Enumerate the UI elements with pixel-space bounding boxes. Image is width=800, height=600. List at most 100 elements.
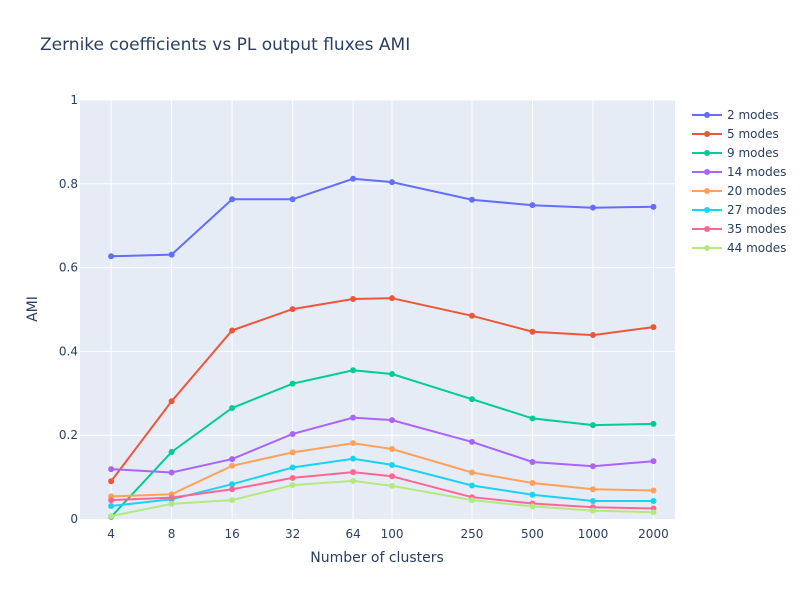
data-point[interactable] [529, 328, 536, 335]
data-point[interactable] [389, 295, 396, 302]
data-point[interactable] [350, 367, 357, 374]
data-point[interactable] [389, 417, 396, 424]
data-point[interactable] [289, 380, 296, 387]
data-point[interactable] [589, 463, 596, 470]
x-tick-label: 64 [345, 527, 360, 541]
data-point[interactable] [650, 458, 657, 465]
data-point[interactable] [229, 462, 236, 469]
data-point[interactable] [529, 415, 536, 422]
data-point[interactable] [289, 196, 296, 203]
data-point[interactable] [468, 196, 475, 203]
data-point[interactable] [289, 430, 296, 437]
data-point[interactable] [389, 482, 396, 489]
legend-item[interactable]: 27 modes [692, 203, 786, 217]
data-point[interactable] [468, 497, 475, 504]
data-point[interactable] [289, 306, 296, 313]
data-point[interactable] [529, 202, 536, 209]
data-point[interactable] [529, 491, 536, 498]
data-point[interactable] [589, 486, 596, 493]
legend-item[interactable]: 9 modes [692, 146, 779, 160]
legend-item[interactable]: 2 modes [692, 108, 779, 122]
data-point[interactable] [168, 500, 175, 507]
x-tick-label: 100 [381, 527, 404, 541]
data-point[interactable] [650, 324, 657, 331]
series-line[interactable] [110, 479, 654, 518]
data-point[interactable] [468, 312, 475, 319]
data-point[interactable] [350, 469, 357, 476]
legend-item[interactable]: 5 modes [692, 127, 779, 141]
legend-item[interactable]: 44 modes [692, 241, 786, 255]
legend-label: 27 modes [727, 203, 786, 217]
legend-item[interactable]: 35 modes [692, 222, 786, 236]
data-point[interactable] [229, 486, 236, 493]
data-point[interactable] [229, 481, 236, 488]
y-tick-label: 0.4 [59, 344, 78, 358]
series-line[interactable] [111, 416, 654, 474]
data-point[interactable] [650, 497, 657, 504]
data-point[interactable] [650, 420, 657, 427]
data-point[interactable] [350, 455, 357, 462]
data-point[interactable] [289, 474, 296, 481]
y-axis-title: AMI [25, 296, 41, 322]
data-point[interactable] [468, 469, 475, 476]
series-line[interactable] [110, 369, 654, 518]
data-point[interactable] [389, 371, 396, 378]
data-point[interactable] [229, 327, 236, 334]
data-point[interactable] [389, 446, 396, 453]
data-point[interactable] [468, 438, 475, 445]
data-point[interactable] [289, 482, 296, 489]
data-point[interactable] [650, 509, 657, 516]
legend-item[interactable]: 14 modes [692, 165, 786, 179]
data-point[interactable] [108, 253, 115, 260]
data-point[interactable] [468, 482, 475, 489]
legend-item[interactable]: 20 modes [692, 184, 786, 198]
x-tick-label: 8 [168, 527, 176, 541]
data-point[interactable] [589, 497, 596, 504]
data-point[interactable] [108, 497, 115, 504]
data-point[interactable] [650, 487, 657, 494]
data-point[interactable] [389, 473, 396, 480]
data-point[interactable] [108, 513, 115, 520]
plot-area [80, 100, 675, 519]
data-point[interactable] [108, 478, 115, 485]
data-point[interactable] [350, 440, 357, 447]
data-point[interactable] [289, 449, 296, 456]
data-point[interactable] [168, 469, 175, 476]
data-point[interactable] [529, 503, 536, 510]
x-axis-title: Number of clusters [310, 550, 444, 566]
data-point[interactable] [229, 404, 236, 411]
data-point[interactable] [289, 464, 296, 471]
data-point[interactable] [589, 422, 596, 429]
data-point[interactable] [529, 479, 536, 486]
series-line[interactable] [111, 471, 654, 510]
data-point[interactable] [529, 459, 536, 466]
data-point[interactable] [168, 448, 175, 455]
data-point[interactable] [168, 251, 175, 258]
series-line[interactable] [111, 442, 654, 498]
data-point[interactable] [350, 414, 357, 421]
x-tick-label: 250 [461, 527, 484, 541]
series-line[interactable] [110, 297, 654, 482]
data-point[interactable] [589, 204, 596, 211]
data-point[interactable] [589, 507, 596, 514]
data-point[interactable] [350, 175, 357, 182]
x-tick-label: 500 [521, 527, 544, 541]
data-point[interactable] [350, 477, 357, 484]
y-tick-label: 1 [70, 93, 78, 107]
data-point[interactable] [108, 503, 115, 510]
data-point[interactable] [229, 497, 236, 504]
data-point[interactable] [350, 296, 357, 303]
data-point[interactable] [168, 398, 175, 405]
data-point[interactable] [389, 461, 396, 468]
data-point[interactable] [650, 203, 657, 210]
data-point[interactable] [389, 179, 396, 186]
data-point[interactable] [229, 456, 236, 463]
data-point[interactable] [168, 494, 175, 501]
data-point[interactable] [108, 466, 115, 473]
data-point[interactable] [468, 396, 475, 403]
series-line[interactable] [111, 177, 654, 258]
data-point[interactable] [589, 332, 596, 339]
series-line[interactable] [110, 457, 654, 507]
data-point[interactable] [229, 196, 236, 203]
legend-marker [704, 131, 710, 137]
